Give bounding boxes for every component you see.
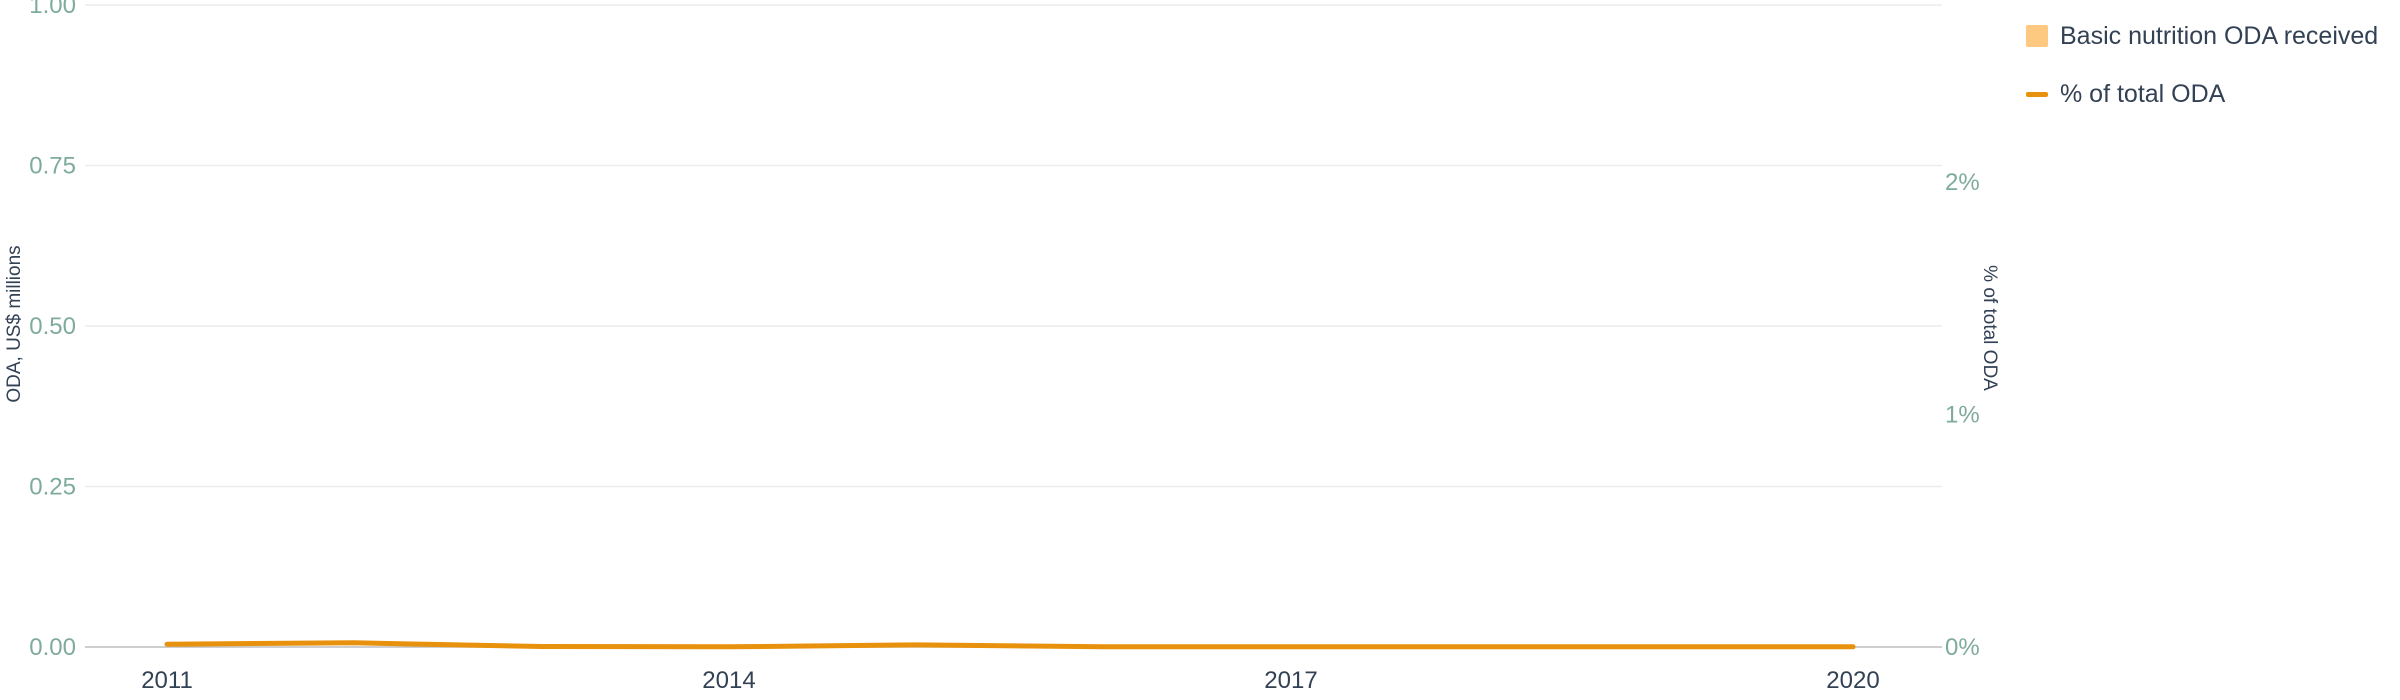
gridlines [85,4,1942,648]
legend-item-bar[interactable]: Basic nutrition ODA received [2026,18,2378,54]
legend: Basic nutrition ODA received % of total … [2026,18,2378,134]
right-axis-title: % of total ODA [1979,265,2000,391]
left-axis-title: ODA, US$ millions [4,245,25,402]
left-tick-label: 0.00 [29,634,76,661]
x-tick-label: 2014 [702,667,755,694]
right-tick-label: 2% [1945,169,1980,196]
legend-label-line: % of total ODA [2060,79,2226,108]
left-y-axis: 0.00 0.25 0.50 0.75 1.00 [29,0,76,661]
left-tick-label: 0.75 [29,153,76,180]
legend-swatch-bar [2026,25,2048,47]
left-tick-label: 0.50 [29,313,76,340]
x-tick-label: 2020 [1826,667,1879,694]
left-tick-label: 1.00 [29,0,76,19]
right-tick-label: 1% [1945,402,1980,429]
right-y-axis: 0% 1% 2% [1945,169,1980,661]
legend-label-bar: Basic nutrition ODA received [2060,21,2379,50]
x-tick-label: 2017 [1264,667,1317,694]
right-tick-label: 0% [1945,634,1980,661]
x-axis: 2011 2014 2017 2020 [141,667,1880,694]
legend-item-line[interactable]: % of total ODA [2026,76,2378,112]
left-tick-label: 0.25 [29,474,76,501]
x-tick-label: 2011 [141,667,193,694]
series-line [164,640,1856,650]
line-series [164,640,1856,650]
legend-swatch-line [2026,91,2048,97]
